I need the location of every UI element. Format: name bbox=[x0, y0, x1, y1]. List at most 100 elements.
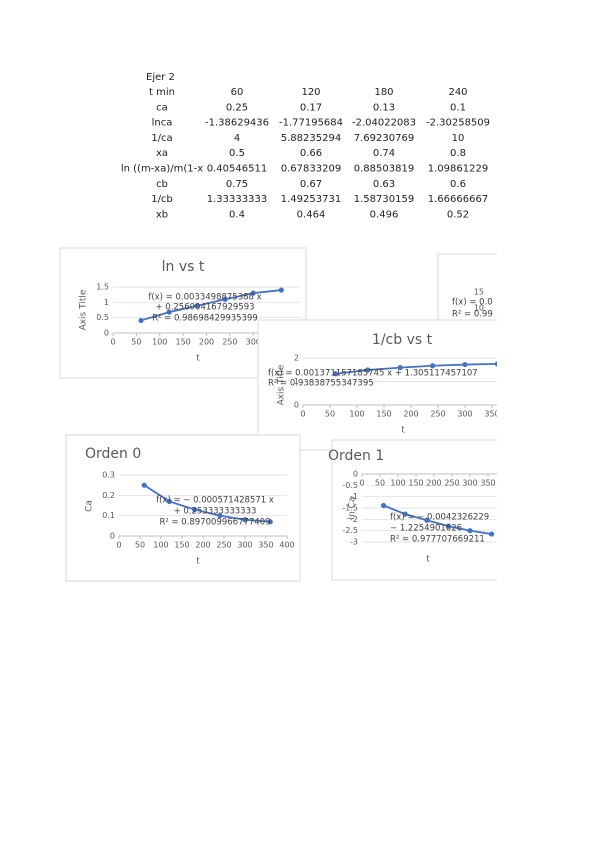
trendline-label: f(x) = − 0.000571428571 x bbox=[156, 496, 274, 506]
cell: 1.33333333 bbox=[207, 194, 267, 205]
cell: 0.5 bbox=[229, 148, 245, 159]
x-tick-label: 100 bbox=[349, 410, 364, 419]
trendline-label: R² = 0.977707669211 bbox=[390, 535, 485, 545]
x-axis-title: t bbox=[401, 426, 405, 436]
data-point bbox=[194, 303, 200, 309]
chart-title: Orden 0 bbox=[85, 446, 141, 462]
x-tick-label: 300 bbox=[237, 541, 252, 550]
y-tick-label: -0.5 bbox=[342, 481, 358, 490]
x-tick-label: 100 bbox=[152, 338, 167, 347]
chart: 10 15f(x) = 0.0 R² = 0.99 bbox=[437, 253, 497, 321]
data-point bbox=[250, 290, 256, 296]
y-tick-label: 0.1 bbox=[102, 511, 115, 520]
y-tick-label: 15 bbox=[474, 288, 484, 297]
x-tick-label: 50 bbox=[375, 479, 385, 488]
x-tick-label: 50 bbox=[325, 410, 335, 419]
y-tick-label: 0 bbox=[353, 470, 358, 479]
x-tick-label: 150 bbox=[174, 541, 189, 550]
cell: -2.04022083 bbox=[352, 118, 416, 129]
data-point bbox=[494, 361, 497, 367]
x-tick-label: 150 bbox=[408, 479, 423, 488]
row-label: t min bbox=[149, 87, 175, 98]
y-tick-label: 0 bbox=[104, 329, 109, 338]
data-point bbox=[138, 317, 144, 324]
row-label: 1/ca bbox=[151, 133, 172, 144]
cell: 0.52 bbox=[447, 209, 469, 220]
data-point bbox=[141, 482, 147, 488]
data-point bbox=[217, 513, 223, 519]
cell: 0.496 bbox=[370, 209, 399, 220]
x-tick-label: 200 bbox=[426, 479, 441, 488]
y-axis-title: Ca bbox=[85, 500, 95, 512]
trendline-label: f(x) = − 0.0042326229 bbox=[390, 513, 489, 523]
cell: 0.66 bbox=[300, 148, 322, 159]
x-tick-label: 250 bbox=[430, 410, 445, 419]
row-label: lnca bbox=[152, 118, 173, 129]
cell: 0.13 bbox=[373, 102, 395, 113]
x-axis-title: t bbox=[196, 557, 200, 567]
chart: 0 1 2 0 50 100 150 200 250 300 350 1/cb vs t t Axis T… bbox=[257, 319, 499, 451]
cell: 180 bbox=[374, 87, 393, 98]
data-point bbox=[242, 517, 248, 523]
cell: 0.63 bbox=[373, 179, 395, 190]
cell: 120 bbox=[301, 87, 320, 98]
row-label: xb bbox=[156, 209, 168, 220]
x-tick-label: 50 bbox=[135, 541, 145, 550]
cell: 0.88503819 bbox=[354, 164, 414, 175]
x-axis-title: t bbox=[426, 555, 430, 565]
chart-title: ln vs t bbox=[162, 259, 205, 275]
x-tick-label: 100 bbox=[390, 479, 405, 488]
trendline-label: R² = 0.99 bbox=[452, 310, 493, 320]
cell: -1.77195684 bbox=[279, 118, 343, 129]
chart: 00.511.5050100150200250300350ln vs ttAxi… bbox=[59, 247, 307, 379]
x-tick-label: 50 bbox=[131, 338, 141, 347]
x-tick-label: 0 bbox=[359, 479, 364, 488]
data-point bbox=[402, 511, 408, 517]
data-point bbox=[462, 361, 468, 368]
cell: 7.69230769 bbox=[354, 133, 414, 144]
y-axis-title: Axis Title bbox=[79, 289, 89, 330]
data-point bbox=[166, 309, 172, 315]
series-line bbox=[140, 289, 282, 322]
row-label: ca bbox=[156, 102, 168, 113]
cell: 5.88235294 bbox=[281, 133, 341, 144]
data-point bbox=[278, 287, 284, 293]
data-point bbox=[397, 365, 403, 371]
cell: 10 bbox=[452, 133, 465, 144]
data-point bbox=[267, 519, 273, 525]
x-tick-label: 100 bbox=[153, 541, 168, 550]
y-tick-label: -2.5 bbox=[342, 526, 358, 535]
data-point bbox=[192, 506, 198, 513]
y-tick-label: 0.5 bbox=[96, 313, 109, 322]
y-tick-label: 10 bbox=[474, 304, 484, 313]
cell: -2.30258509 bbox=[426, 118, 490, 129]
chart-title: 1/cb vs t bbox=[372, 332, 433, 348]
y-tick-label: -2 bbox=[350, 515, 358, 524]
data-point bbox=[166, 498, 172, 505]
cell: 0.40546511 bbox=[207, 164, 267, 175]
trendline-label: f(x) = 0.0 bbox=[452, 298, 493, 308]
row-label: xa bbox=[156, 148, 168, 159]
cell: 0.67833209 bbox=[281, 164, 341, 175]
y-tick-label: 2 bbox=[294, 354, 299, 363]
x-tick-label: 350 bbox=[480, 479, 495, 488]
series-line bbox=[143, 484, 271, 523]
cell: 240 bbox=[448, 87, 467, 98]
cell: 0.17 bbox=[300, 102, 322, 113]
x-tick-label: 300 bbox=[246, 338, 261, 347]
chart-frame bbox=[437, 253, 497, 321]
cell: 0.74 bbox=[373, 148, 395, 159]
data-point bbox=[222, 296, 228, 302]
x-tick-label: 350 bbox=[484, 410, 499, 419]
y-tick-label: -1 bbox=[350, 492, 358, 501]
x-tick-label: 200 bbox=[403, 410, 418, 419]
cell: 1.66666667 bbox=[428, 194, 488, 205]
series-line bbox=[335, 362, 497, 375]
y-axis-title: ln Ca bbox=[348, 497, 358, 520]
data-point bbox=[332, 371, 338, 377]
y-tick-label: -1.5 bbox=[342, 504, 358, 513]
x-tick-label: 200 bbox=[199, 338, 214, 347]
y-tick-label: 1 bbox=[294, 377, 299, 386]
cell: 0.75 bbox=[226, 179, 248, 190]
data-point bbox=[489, 531, 495, 537]
